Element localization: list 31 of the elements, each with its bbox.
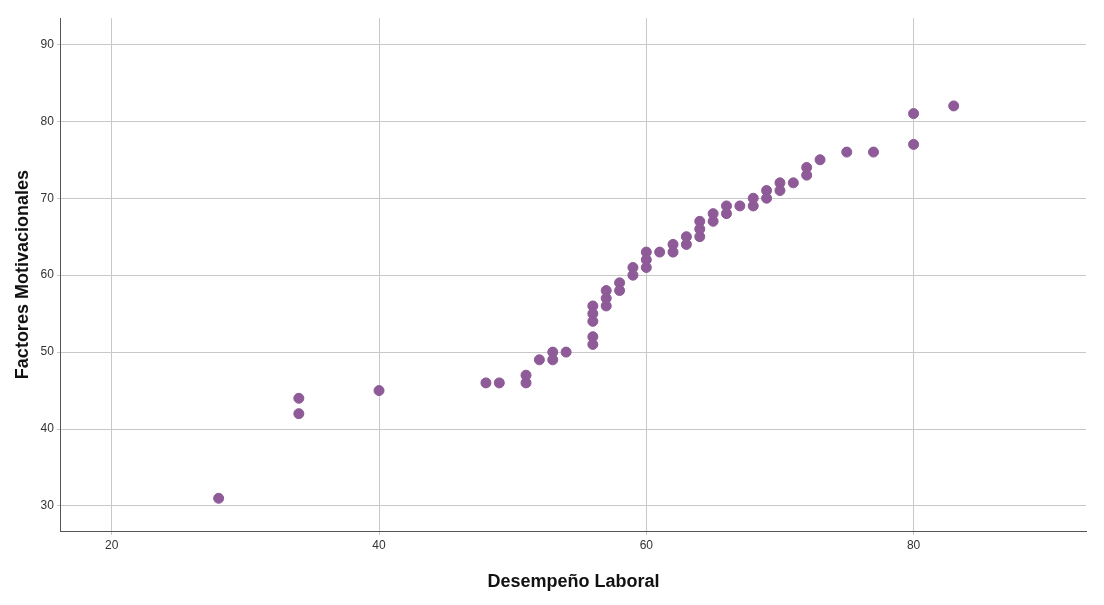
y-tick-label: 90 xyxy=(40,36,55,51)
point xyxy=(654,246,666,258)
y-tick-label: 70 xyxy=(40,190,55,205)
point xyxy=(560,346,572,358)
point xyxy=(213,492,225,504)
y-tick-label: 30 xyxy=(40,498,55,513)
point xyxy=(373,385,385,397)
point xyxy=(948,100,960,112)
point xyxy=(787,177,799,189)
point xyxy=(841,146,853,158)
point xyxy=(480,377,492,389)
x-tick-label: 60 xyxy=(639,537,654,552)
point xyxy=(293,392,305,404)
x-tick-label: 20 xyxy=(105,537,119,552)
point xyxy=(493,377,505,389)
point xyxy=(908,138,920,150)
point xyxy=(908,108,920,120)
point xyxy=(774,185,786,197)
y-tick-label: 40 xyxy=(40,421,55,436)
y-tick-label: 60 xyxy=(40,267,55,282)
y-tick-label: 50 xyxy=(40,344,55,359)
point xyxy=(868,146,880,158)
point xyxy=(533,354,545,366)
x-tick-label: 40 xyxy=(372,537,387,552)
y-tick-label: 80 xyxy=(40,113,55,128)
point xyxy=(734,200,746,212)
x-tick-label: 80 xyxy=(906,537,921,552)
x-axis-title: Desempeño Laboral xyxy=(487,571,660,592)
point xyxy=(293,408,305,420)
point xyxy=(814,154,826,166)
y-axis-title: Factores Motivacionales xyxy=(11,170,32,380)
